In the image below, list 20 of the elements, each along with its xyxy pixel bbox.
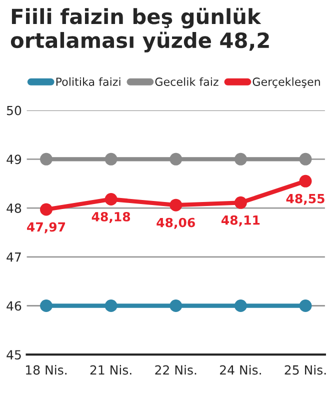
y-tick-label: 47 xyxy=(6,252,21,262)
data-label: 48,11 xyxy=(221,215,260,226)
data-label: 48,18 xyxy=(92,212,130,224)
x-tick-label: 22 Nis. xyxy=(155,365,196,375)
x-tick-label: 24 Nis. xyxy=(220,365,261,375)
data-label: 48,06 xyxy=(156,218,195,229)
data-label: 48,55 xyxy=(286,194,324,205)
x-tick-label: 25 Nis. xyxy=(284,365,326,375)
y-tick-label: 45 xyxy=(6,350,21,360)
y-tick-label: 49 xyxy=(6,154,22,164)
legend-label: Politika faizi xyxy=(56,77,120,86)
data-label: 47,97 xyxy=(27,222,66,234)
legend-label: Gerçekleşen xyxy=(252,77,320,88)
x-tick-label: 18 Nis. xyxy=(26,365,66,375)
y-tick-label: 46 xyxy=(6,301,22,311)
chart-title: Fiili faizin beş günlük ortalaması yüzde 48,2 xyxy=(10,8,269,52)
x-tick-label: 21 Nis. xyxy=(90,365,132,375)
y-tick-label: 48 xyxy=(6,204,22,213)
legend-label: Gecelik faiz xyxy=(155,77,218,86)
y-tick-label: 50 xyxy=(6,106,22,116)
